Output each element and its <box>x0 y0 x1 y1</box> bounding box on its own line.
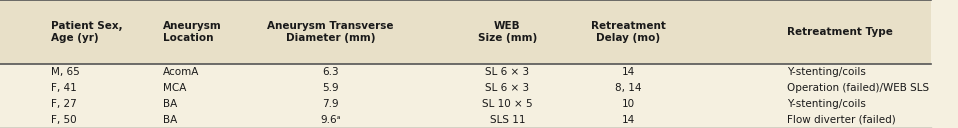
Text: 14: 14 <box>622 67 635 77</box>
Text: F, 50: F, 50 <box>51 115 77 125</box>
Text: Y-stenting/coils: Y-stenting/coils <box>787 99 865 109</box>
Text: SLS 11: SLS 11 <box>490 115 525 125</box>
Text: 9.6ᵃ: 9.6ᵃ <box>320 115 341 125</box>
FancyBboxPatch shape <box>0 64 931 128</box>
Text: Aneurysm Transverse
Diameter (mm): Aneurysm Transverse Diameter (mm) <box>267 21 394 43</box>
Text: F, 41: F, 41 <box>51 83 77 93</box>
Text: SL 6 × 3: SL 6 × 3 <box>486 67 530 77</box>
Text: SL 10 × 5: SL 10 × 5 <box>482 99 533 109</box>
Text: Aneurysm
Location: Aneurysm Location <box>163 21 221 43</box>
Text: Y-stenting/coils: Y-stenting/coils <box>787 67 865 77</box>
Text: Operation (failed)/WEB SLS: Operation (failed)/WEB SLS <box>787 83 929 93</box>
Text: Flow diverter (failed): Flow diverter (failed) <box>787 115 896 125</box>
Text: 8, 14: 8, 14 <box>615 83 642 93</box>
Text: Retreatment
Delay (mo): Retreatment Delay (mo) <box>591 21 666 43</box>
Text: 10: 10 <box>622 99 635 109</box>
Text: BA: BA <box>163 115 177 125</box>
Text: SL 6 × 3: SL 6 × 3 <box>486 83 530 93</box>
Text: Patient Sex,
Age (yr): Patient Sex, Age (yr) <box>51 21 123 43</box>
FancyBboxPatch shape <box>0 0 931 64</box>
Text: 7.9: 7.9 <box>322 99 339 109</box>
Text: Retreatment Type: Retreatment Type <box>787 27 893 37</box>
Text: 5.9: 5.9 <box>322 83 339 93</box>
Text: WEB
Size (mm): WEB Size (mm) <box>478 21 537 43</box>
Text: BA: BA <box>163 99 177 109</box>
Text: 14: 14 <box>622 115 635 125</box>
Text: AcomA: AcomA <box>163 67 199 77</box>
Text: M, 65: M, 65 <box>51 67 80 77</box>
Text: F, 27: F, 27 <box>51 99 77 109</box>
Text: MCA: MCA <box>163 83 186 93</box>
Text: 6.3: 6.3 <box>322 67 339 77</box>
